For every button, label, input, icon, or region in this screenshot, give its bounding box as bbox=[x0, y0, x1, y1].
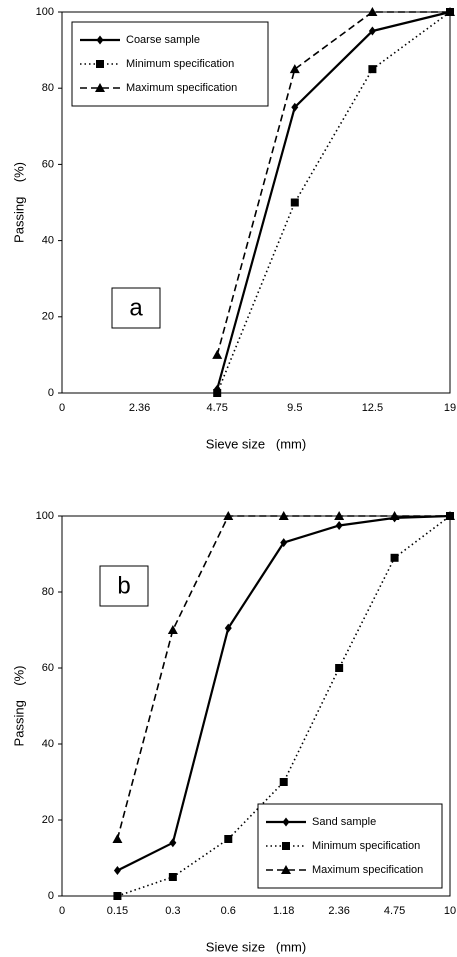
marker bbox=[224, 623, 232, 633]
y-tick-label: 80 bbox=[42, 586, 54, 598]
marker bbox=[169, 838, 177, 848]
marker bbox=[390, 553, 399, 562]
y-tick-label: 100 bbox=[36, 510, 54, 522]
plot-frame bbox=[61, 11, 451, 394]
y-tick-label: 80 bbox=[42, 82, 54, 94]
marker bbox=[279, 778, 288, 786]
marker bbox=[223, 511, 234, 520]
y-tick-label: 60 bbox=[42, 158, 54, 170]
legend-label: Minimum specification bbox=[312, 840, 420, 852]
legend-marker bbox=[95, 83, 105, 92]
marker bbox=[335, 664, 344, 672]
series-line bbox=[216, 11, 450, 356]
x-tick-label: 12.5 bbox=[362, 402, 383, 414]
legend-marker bbox=[282, 817, 290, 827]
y-tick-label: 0 bbox=[48, 890, 54, 902]
marker bbox=[112, 834, 123, 843]
y-tick-label: 20 bbox=[42, 814, 54, 826]
marker bbox=[445, 7, 455, 16]
x-tick-label: 0.6 bbox=[221, 905, 236, 917]
plot-frame bbox=[61, 515, 451, 897]
x-tick-label: 4.75 bbox=[206, 402, 227, 414]
marker bbox=[290, 198, 299, 207]
marker bbox=[167, 625, 178, 634]
x-tick-label: 0.15 bbox=[107, 905, 128, 917]
x-tick-label: 4.75 bbox=[384, 905, 405, 917]
marker bbox=[289, 64, 300, 74]
legend-label: Maximum specification bbox=[312, 864, 423, 876]
panel-box bbox=[99, 565, 149, 607]
marker bbox=[113, 866, 121, 876]
marker bbox=[113, 892, 122, 900]
marker bbox=[445, 511, 455, 520]
panel-label: b bbox=[117, 572, 130, 599]
marker bbox=[368, 65, 377, 74]
legend-marker bbox=[96, 60, 104, 68]
series-line bbox=[216, 10, 451, 390]
legend-label: Coarse sample bbox=[126, 34, 200, 46]
marker bbox=[213, 389, 222, 397]
y-tick-label: 20 bbox=[42, 311, 54, 323]
marker bbox=[278, 511, 289, 520]
marker bbox=[368, 26, 376, 36]
series-line bbox=[116, 515, 450, 840]
panel-label: a bbox=[129, 294, 143, 321]
x-tick-label: 0 bbox=[59, 402, 65, 414]
x-tick-label: 0.3 bbox=[165, 905, 180, 917]
x-axis-title: Sieve size (mm) bbox=[206, 939, 306, 954]
x-tick-label: 0 bbox=[59, 905, 65, 917]
x-tick-label: 2.36 bbox=[129, 402, 150, 414]
y-tick-label: 60 bbox=[42, 662, 54, 674]
y-tick-label: 40 bbox=[42, 235, 54, 247]
marker bbox=[335, 521, 343, 530]
legend-marker bbox=[281, 865, 291, 874]
marker bbox=[168, 873, 177, 881]
legend-label: Sand sample bbox=[312, 816, 376, 828]
legend-label: Minimum specification bbox=[126, 58, 234, 70]
y-tick-label: 0 bbox=[48, 387, 54, 399]
legend-label: Maximum specification bbox=[126, 82, 237, 94]
legend-marker bbox=[96, 35, 104, 45]
x-tick-label: 10 bbox=[444, 905, 456, 917]
x-tick-label: 2.36 bbox=[328, 905, 349, 917]
x-axis-title: Sieve size (mm) bbox=[206, 436, 306, 451]
marker bbox=[280, 538, 288, 548]
marker bbox=[224, 835, 233, 843]
y-tick-label: 40 bbox=[42, 738, 54, 750]
y-tick-label: 100 bbox=[36, 6, 54, 18]
y-axis-title: Passing (%) bbox=[11, 162, 26, 243]
x-tick-label: 1.18 bbox=[273, 905, 294, 917]
marker bbox=[291, 102, 299, 112]
marker bbox=[389, 511, 400, 520]
y-axis-title: Passing (%) bbox=[11, 666, 26, 747]
marker bbox=[334, 511, 345, 520]
x-tick-label: 19 bbox=[444, 402, 456, 414]
marker bbox=[212, 349, 223, 359]
panel-box bbox=[111, 287, 161, 329]
legend-marker bbox=[282, 842, 290, 850]
x-tick-label: 9.5 bbox=[287, 402, 302, 414]
marker bbox=[367, 7, 378, 16]
